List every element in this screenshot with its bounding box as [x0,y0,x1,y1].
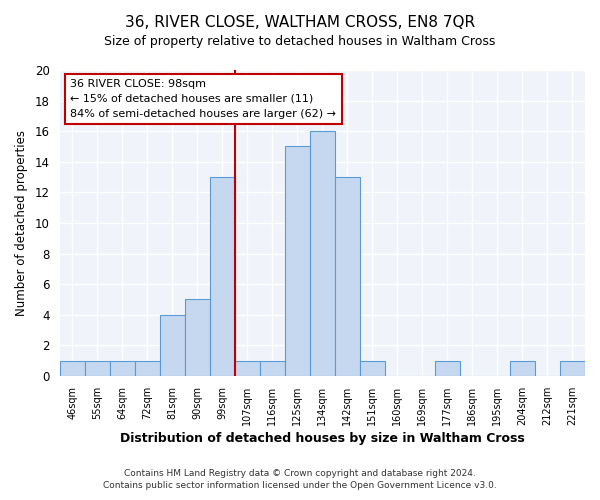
Bar [310,131,335,376]
Bar [135,360,160,376]
Bar [435,360,460,376]
Text: Size of property relative to detached houses in Waltham Cross: Size of property relative to detached ho… [104,35,496,48]
Text: 36 RIVER CLOSE: 98sqm
← 15% of detached houses are smaller (11)
84% of semi-deta: 36 RIVER CLOSE: 98sqm ← 15% of detached … [70,79,336,119]
Bar [335,177,360,376]
Bar [285,146,310,376]
Bar [360,360,385,376]
Bar [85,360,110,376]
Bar [185,300,210,376]
X-axis label: Distribution of detached houses by size in Waltham Cross: Distribution of detached houses by size … [120,432,525,445]
Bar [235,360,260,376]
Bar [260,360,285,376]
Text: Contains HM Land Registry data © Crown copyright and database right 2024.
Contai: Contains HM Land Registry data © Crown c… [103,468,497,490]
Text: 36, RIVER CLOSE, WALTHAM CROSS, EN8 7QR: 36, RIVER CLOSE, WALTHAM CROSS, EN8 7QR [125,15,475,30]
Bar [560,360,585,376]
Bar [510,360,535,376]
Bar [210,177,235,376]
Bar [59,360,85,376]
Bar [160,315,185,376]
Bar [110,360,135,376]
Y-axis label: Number of detached properties: Number of detached properties [15,130,28,316]
